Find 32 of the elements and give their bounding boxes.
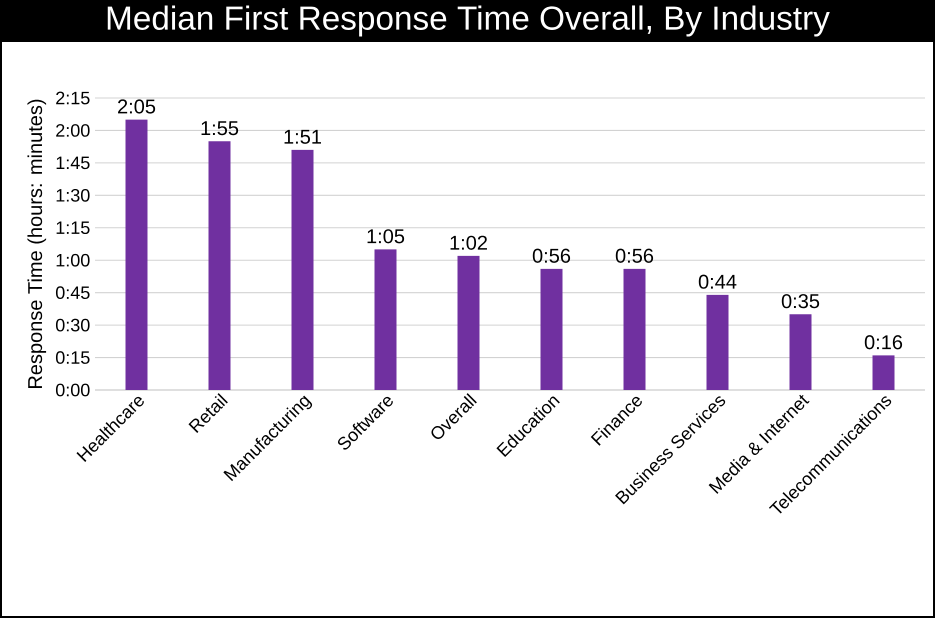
- data-label: 1:02: [450, 236, 487, 250]
- bar: [126, 120, 148, 390]
- data-label: 1:05: [368, 229, 404, 244]
- bar: [374, 249, 396, 390]
- bar: [292, 150, 314, 390]
- data-label: 1:51: [284, 130, 321, 144]
- bar: [706, 294, 729, 390]
- bar: [540, 268, 562, 390]
- y-axis-title: Response Time (hours: minutes): [27, 100, 46, 388]
- bar: [458, 256, 480, 390]
- data-label: 0:56: [532, 248, 570, 263]
- data-label: 2:05: [118, 99, 156, 114]
- y-tick-label: 0:15: [56, 351, 90, 364]
- y-tick-label: 1:00: [56, 254, 90, 267]
- y-tick-label: 1:30: [56, 188, 90, 202]
- bar: [872, 355, 895, 390]
- bar: [624, 268, 646, 390]
- y-tick-label: 0:30: [56, 318, 90, 332]
- y-tick-label: 2:00: [56, 124, 90, 137]
- data-label: 1:55: [202, 121, 238, 136]
- y-tick-label: 0:45: [56, 286, 90, 300]
- data-label: 0:44: [698, 274, 736, 289]
- data-label: 0:16: [864, 335, 902, 350]
- y-tick-label: 1:15: [56, 222, 90, 234]
- y-tick-label: 1:45: [56, 156, 90, 170]
- y-tick-label: 0:00: [56, 384, 90, 396]
- bar: [208, 141, 231, 390]
- data-label: 0:35: [782, 294, 820, 308]
- bar: [790, 314, 812, 390]
- data-label: 0:56: [616, 248, 654, 263]
- y-tick-label: 2:15: [56, 92, 90, 104]
- chart-title: Median First Response Time Overall, By Industry: [108, 5, 830, 37]
